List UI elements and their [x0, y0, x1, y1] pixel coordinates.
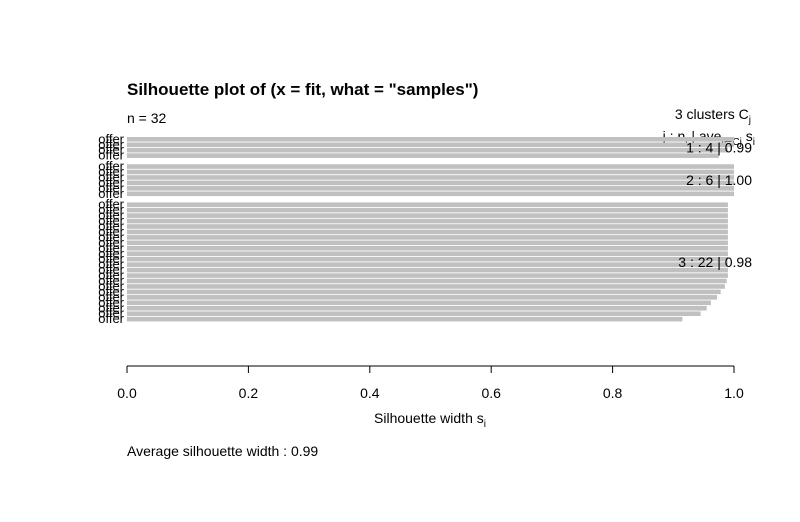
silhouette-bar: [127, 300, 711, 306]
row-label: offer: [98, 159, 124, 174]
x-tick-label: 0.2: [239, 385, 259, 401]
silhouette-bar: [127, 284, 725, 289]
silhouette-bar: [127, 164, 734, 169]
silhouette-bar: [127, 278, 727, 284]
row-label: offer: [98, 175, 124, 190]
silhouette-bar: [127, 246, 728, 251]
silhouette-bar: [127, 295, 717, 300]
row-label: offer: [98, 202, 124, 217]
silhouette-bar: [127, 224, 728, 229]
silhouette-bar: [127, 191, 734, 197]
row-label: offer: [98, 131, 124, 146]
row-labels-group: offerofferofferofferofferofferofferoffer…: [98, 131, 124, 326]
row-label: offer: [98, 197, 124, 212]
silhouette-bar: [127, 251, 728, 257]
silhouette-bar: [127, 137, 734, 142]
row-label: offer: [98, 295, 124, 310]
silhouette-bar: [127, 213, 728, 218]
row-label: offer: [98, 169, 124, 184]
silhouette-bar: [127, 202, 728, 207]
row-label: offer: [98, 180, 124, 195]
row-label: offer: [98, 257, 124, 272]
silhouette-bar: [127, 147, 728, 153]
row-label: offer: [98, 284, 124, 299]
silhouette-bar: [127, 316, 683, 322]
row-label: offer: [98, 142, 124, 157]
silhouette-bar: [127, 305, 707, 311]
silhouette-bar: [127, 175, 734, 180]
row-label: offer: [98, 268, 124, 283]
silhouette-bar: [127, 289, 721, 295]
row-label: offer: [98, 300, 124, 315]
x-tick-label: 0.4: [360, 385, 380, 401]
row-label: offer: [98, 137, 124, 152]
x-tick-label: 0.6: [481, 385, 501, 401]
cluster-label: 3 : 22 | 0.98: [678, 254, 752, 270]
chart-title: Silhouette plot of (x = fit, what = "sam…: [127, 80, 478, 99]
silhouette-bar: [127, 267, 728, 273]
row-label: offer: [98, 240, 124, 255]
average-silhouette-width: Average silhouette width : 0.99: [127, 443, 318, 459]
silhouette-bar: [127, 229, 728, 235]
row-label: offer: [98, 235, 124, 250]
row-label: offer: [98, 246, 124, 261]
row-label: offer: [98, 278, 124, 293]
silhouette-bar: [127, 153, 719, 158]
silhouette-bar: [127, 207, 728, 213]
silhouette-bar: [127, 169, 734, 175]
silhouette-bar: [127, 311, 701, 316]
row-label: offer: [98, 164, 124, 179]
row-label: offer: [98, 224, 124, 239]
row-label: offer: [98, 262, 124, 277]
x-axis-ticks: 0.0 0.2 0.4 0.6 0.8 1.0: [117, 366, 744, 401]
silhouette-bar: [127, 240, 728, 246]
cluster-label: 1 : 4 | 0.99: [686, 139, 752, 155]
row-label: offer: [98, 229, 124, 244]
cluster-label: 2 : 6 | 1.00: [686, 172, 752, 188]
x-tick-label: 0.0: [117, 385, 137, 401]
silhouette-bar: [127, 256, 728, 262]
row-label: offer: [98, 186, 124, 201]
silhouette-bar: [127, 180, 734, 186]
cluster-labels-group: 1 : 4 | 0.99 2 : 6 | 1.00 3 : 22 | 0.98: [678, 139, 752, 269]
silhouette-bar: [127, 218, 728, 224]
silhouette-bar: [127, 262, 728, 267]
x-tick-label: 0.8: [603, 385, 623, 401]
row-label: offer: [98, 306, 124, 321]
row-label: offer: [98, 148, 124, 163]
clusters-header: 3 clusters Cj: [675, 106, 751, 126]
silhouette-bar: [127, 273, 728, 278]
row-label: offer: [98, 311, 124, 326]
silhouette-bar: [127, 142, 734, 148]
x-axis-label: Silhouette width si: [374, 410, 486, 430]
row-label: offer: [98, 251, 124, 266]
bars-group: [127, 137, 734, 322]
silhouette-bar: [127, 235, 728, 240]
silhouette-bar: [127, 186, 734, 191]
x-tick-label: 1.0: [724, 385, 744, 401]
row-label: offer: [98, 289, 124, 304]
row-label: offer: [98, 219, 124, 234]
row-label: offer: [98, 213, 124, 228]
n-count: n = 32: [127, 110, 167, 126]
row-label: offer: [98, 208, 124, 223]
row-label: offer: [98, 273, 124, 288]
